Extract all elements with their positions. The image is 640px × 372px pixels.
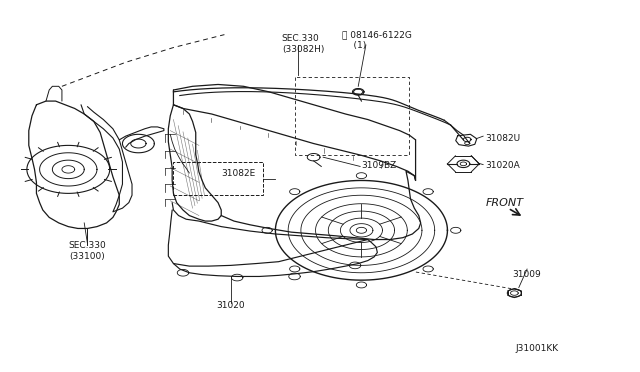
Text: 31020A: 31020A — [486, 161, 520, 170]
Text: J31001KK: J31001KK — [515, 344, 558, 353]
Text: SEC.330
(33100): SEC.330 (33100) — [68, 241, 106, 261]
Text: FRONT: FRONT — [486, 198, 524, 208]
Text: 3109BZ: 3109BZ — [362, 161, 397, 170]
Text: 31009: 31009 — [513, 270, 541, 279]
Text: SEC.330
(33082H): SEC.330 (33082H) — [282, 34, 324, 54]
Text: Ⓑ 08146-6122G
    (1): Ⓑ 08146-6122G (1) — [342, 30, 412, 50]
Text: 31082U: 31082U — [486, 134, 521, 142]
Text: 31082E: 31082E — [221, 169, 255, 177]
Text: 31020: 31020 — [216, 301, 245, 311]
